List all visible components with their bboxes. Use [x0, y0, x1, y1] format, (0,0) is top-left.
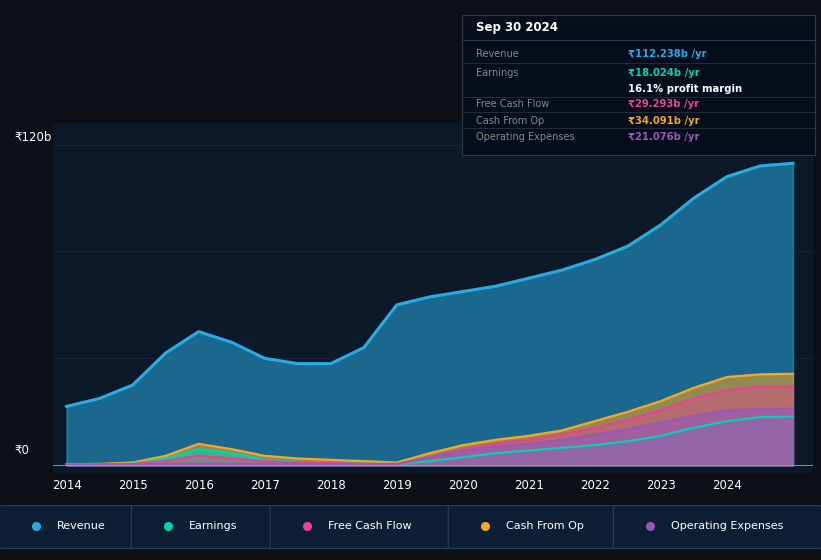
FancyBboxPatch shape [0, 506, 135, 549]
Text: Revenue: Revenue [476, 49, 519, 59]
Text: Earnings: Earnings [189, 521, 237, 531]
Text: 16.1% profit margin: 16.1% profit margin [628, 83, 742, 94]
Text: Earnings: Earnings [476, 68, 519, 78]
Text: Operating Expenses: Operating Expenses [671, 521, 783, 531]
FancyBboxPatch shape [270, 506, 452, 549]
Text: Operating Expenses: Operating Expenses [476, 132, 575, 142]
Text: Cash From Op: Cash From Op [506, 521, 584, 531]
Text: ₹112.238b /yr: ₹112.238b /yr [628, 49, 707, 59]
Text: Revenue: Revenue [57, 521, 105, 531]
Text: Sep 30 2024: Sep 30 2024 [476, 21, 558, 34]
Text: Free Cash Flow: Free Cash Flow [476, 99, 549, 109]
Text: Cash From Op: Cash From Op [476, 116, 544, 125]
Text: Free Cash Flow: Free Cash Flow [328, 521, 411, 531]
Text: ₹21.076b /yr: ₹21.076b /yr [628, 132, 699, 142]
Text: ₹29.293b /yr: ₹29.293b /yr [628, 99, 699, 109]
FancyBboxPatch shape [448, 506, 617, 549]
Text: ₹18.024b /yr: ₹18.024b /yr [628, 68, 699, 78]
Text: ₹0: ₹0 [15, 444, 30, 458]
Text: ₹34.091b /yr: ₹34.091b /yr [628, 116, 699, 125]
FancyBboxPatch shape [613, 506, 821, 549]
FancyBboxPatch shape [131, 506, 274, 549]
Text: ₹120b: ₹120b [15, 130, 53, 144]
